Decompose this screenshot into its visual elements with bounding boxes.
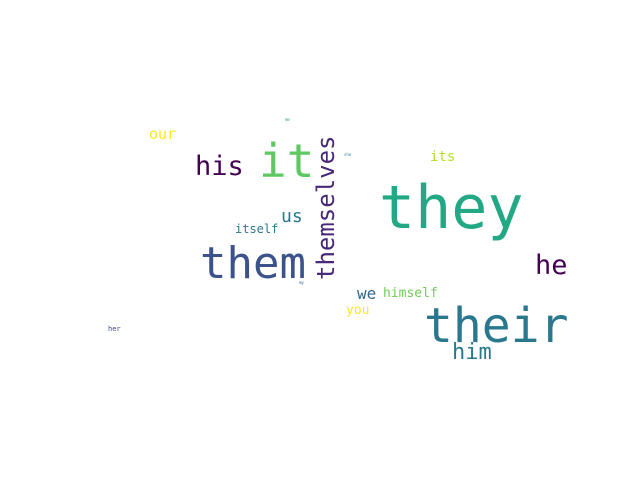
word-us: us [281,206,303,227]
word-their: their [424,298,569,354]
word-his: his [195,151,244,182]
word-we: we [357,284,377,303]
word-them: them [200,238,306,289]
word-themselves: themselves [312,135,340,281]
word-you: you [346,303,370,318]
word-her: her [108,325,121,333]
word-itself: itself [235,222,279,236]
word-they: they [379,173,524,243]
word-himself: himself [383,286,438,301]
word-its: its [430,149,456,165]
word-it: it [259,134,315,188]
word-our: our [149,125,177,143]
word-my: my [299,280,304,285]
word-him: him [452,340,492,365]
word-me: me [285,117,290,122]
word-he: he [535,250,568,281]
word-she: she [344,152,352,157]
